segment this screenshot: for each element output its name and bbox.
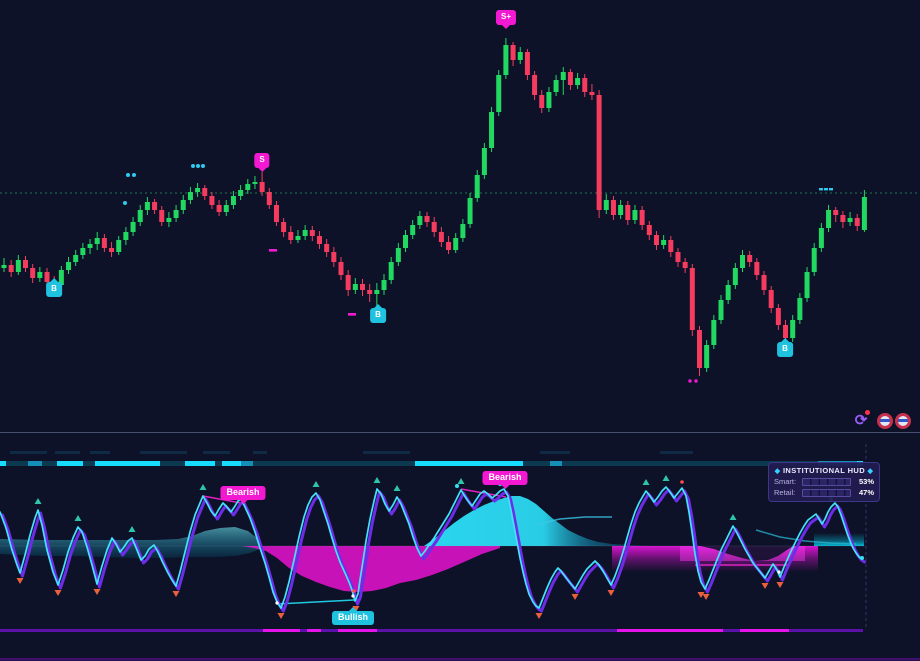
label-pointer (501, 484, 509, 489)
refresh-icon[interactable]: ⟳ (850, 409, 872, 431)
signal-label-b: B (370, 304, 386, 323)
label-pointer (374, 304, 382, 308)
hud-title-text: INSTITUTIONAL HUD (782, 466, 866, 475)
oscillator-cyan-line (0, 486, 863, 609)
label-pointer (50, 278, 58, 282)
progress-cells (803, 478, 850, 485)
state-label-bearish: Bearish (482, 471, 528, 489)
state-label-bullish: Bullish (331, 607, 375, 625)
signal-label-s: S (254, 153, 270, 172)
hud-row-retail: Retail: 47% (774, 488, 874, 497)
signal-label-b: B (777, 338, 793, 357)
diamond-icon: ◆ (774, 468, 781, 475)
hud-row-smart: Smart: 53% (774, 477, 874, 486)
pane-divider[interactable] (0, 432, 920, 433)
signal-label-splus: S+ (495, 10, 517, 29)
label-pointer (501, 24, 510, 29)
label-pointer (348, 607, 357, 611)
hud-title: ◆ INSTITUTIONAL HUD ◆ (774, 466, 874, 475)
flag-icon-2[interactable] (895, 413, 911, 429)
retail-value: 47% (858, 488, 874, 497)
label-pointer (239, 499, 247, 504)
state-label-bearish: Bearish (220, 486, 266, 504)
diamond-icon: ◆ (867, 468, 874, 475)
signal-label-b: B (46, 278, 62, 297)
retail-progress-bar (802, 488, 851, 497)
progress-cells (803, 489, 850, 496)
retail-label: Retail: (774, 488, 796, 497)
institutional-hud-panel: ◆ INSTITUTIONAL HUD ◆ Smart: 53% Retail:… (768, 462, 880, 502)
smart-value: 53% (858, 477, 874, 486)
bottom-strips (0, 629, 920, 661)
flag-icon-1[interactable] (877, 413, 893, 429)
sentiment-strips (0, 451, 863, 466)
price-markers (123, 164, 833, 383)
refresh-glyph: ⟳ (854, 412, 868, 429)
label-pointer (781, 338, 789, 342)
smart-label: Smart: (774, 477, 797, 486)
oscillator-lines (0, 486, 866, 613)
notification-dot (865, 410, 870, 415)
smart-progress-bar (802, 477, 851, 486)
label-pointer (258, 167, 266, 172)
candles-layer (1, 38, 867, 376)
